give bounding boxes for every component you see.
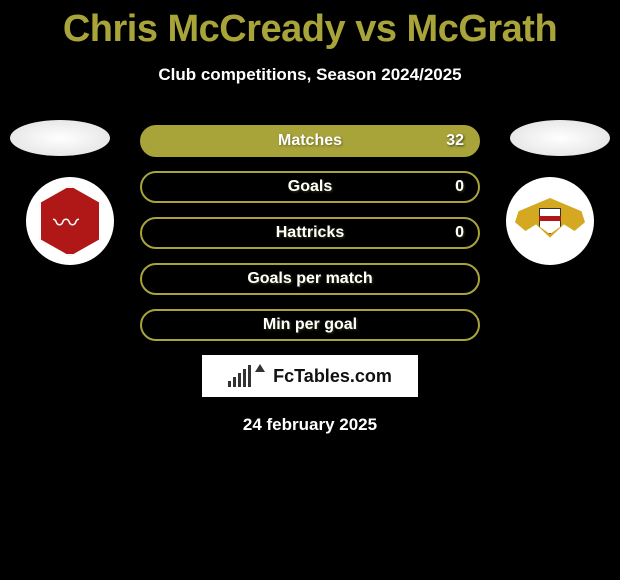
stat-row: Hattricks 0: [140, 217, 480, 249]
comparison-subtitle: Club competitions, Season 2024/2025: [0, 65, 620, 85]
stat-value-right: 0: [455, 224, 464, 242]
stat-value-right: 0: [455, 178, 464, 196]
snapshot-date: 24 february 2025: [0, 415, 620, 435]
stat-label: Matches: [278, 132, 342, 150]
stat-row: Matches 32: [140, 125, 480, 157]
stat-row: Goals per match: [140, 263, 480, 295]
logo-bar-segment: [238, 373, 241, 387]
comparison-title: Chris McCready vs McGrath: [0, 0, 620, 51]
bar-chart-icon: [228, 365, 251, 387]
stat-value-right: 32: [446, 132, 464, 150]
stat-row: Min per goal: [140, 309, 480, 341]
trend-arrow-icon: [255, 364, 265, 372]
stats-container: Matches 32 Goals 0 Hattricks 0 Goals per match…: [0, 125, 620, 341]
stat-label: Goals: [288, 178, 332, 196]
stat-label: Min per goal: [263, 316, 357, 334]
logo-bar-segment: [243, 369, 246, 387]
stat-label: Goals per match: [247, 270, 372, 288]
logo-bar-segment: [248, 365, 251, 387]
stat-label: Hattricks: [276, 224, 344, 242]
logo-bar-segment: [228, 381, 231, 387]
logo-text: FcTables.com: [273, 366, 392, 387]
fctables-logo: FcTables.com: [202, 355, 418, 397]
stat-row: Goals 0: [140, 171, 480, 203]
logo-bar-segment: [233, 377, 236, 387]
